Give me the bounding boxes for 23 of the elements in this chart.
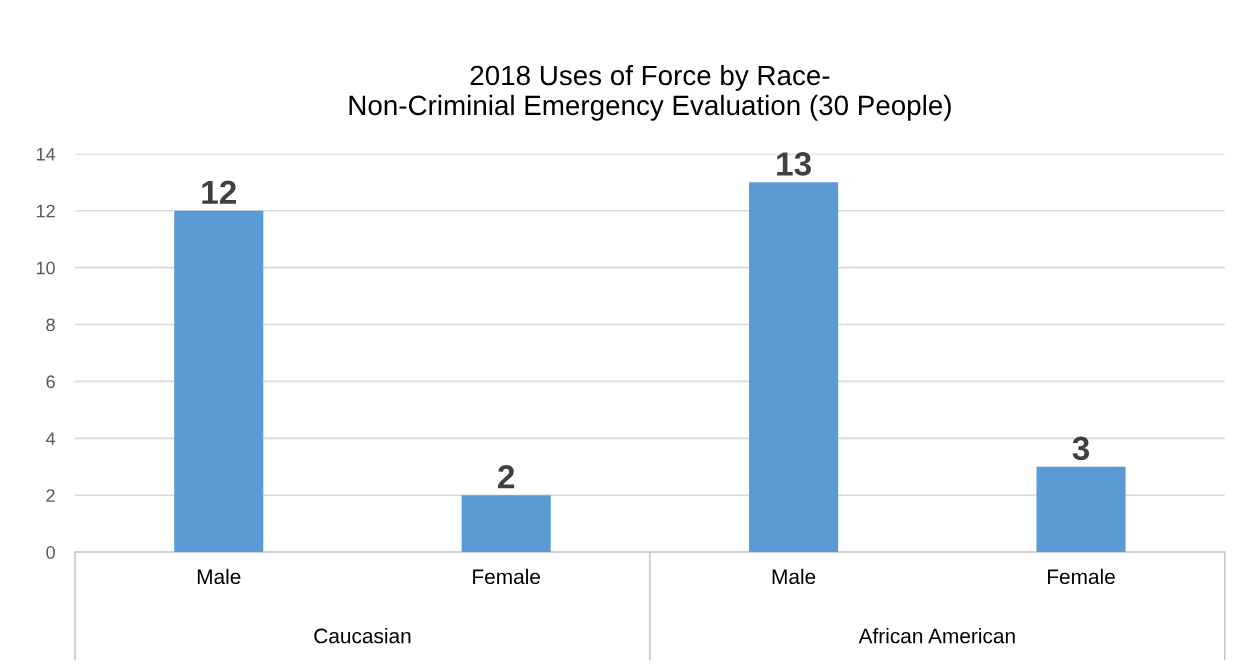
y-tick-label: 4	[45, 432, 56, 445]
text: African American	[858, 628, 1015, 644]
bar	[461, 495, 551, 553]
data-label: 13	[777, 152, 811, 176]
x-tick-label: Female	[1048, 568, 1115, 585]
bar	[749, 182, 839, 553]
chart-title: 2018 Uses of Force by Race- Non-Criminial Emergency Evaluation (30 People)	[349, 64, 951, 121]
y-tick-label: 2	[46, 489, 55, 502]
bar	[1036, 466, 1126, 553]
y-tick-label: 0	[46, 546, 55, 559]
y-tick-label: 8	[46, 318, 55, 332]
y-tick-label: 14	[36, 147, 56, 161]
x-tick-label: Female	[473, 568, 540, 585]
data-label: 12	[202, 180, 236, 204]
y-tick-label: 10	[36, 261, 55, 275]
text: Caucasian	[314, 628, 411, 644]
x-tick-label: Male	[197, 568, 241, 585]
bar	[174, 210, 264, 553]
y-tick-label: 6	[46, 375, 55, 389]
y-tick-label: 12	[36, 204, 55, 218]
data-label: 2	[498, 465, 515, 489]
x-tick-label: Male	[772, 568, 816, 585]
data-label: 3	[1072, 436, 1090, 461]
